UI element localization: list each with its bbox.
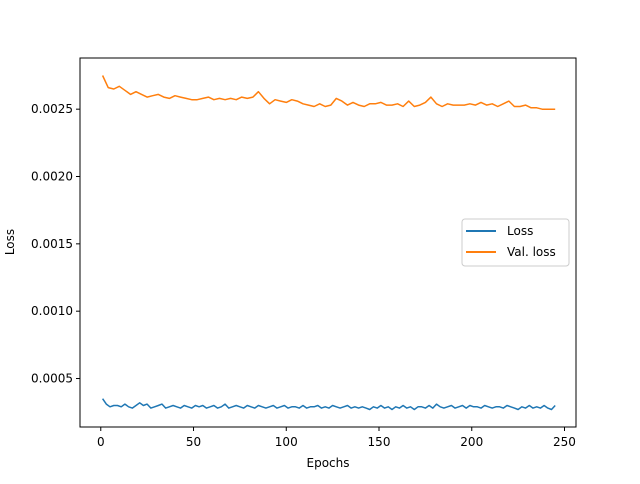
x-tick-label: 0: [97, 435, 105, 449]
x-tick-label: 200: [460, 435, 483, 449]
y-tick-label: 0.0020: [31, 170, 73, 184]
plot-frame: [79, 57, 577, 428]
series-line-val-loss: [101, 75, 556, 110]
y-axis-label: Loss: [3, 229, 17, 255]
x-tick-label: 150: [368, 435, 391, 449]
y-tick-label: 0.0005: [31, 372, 73, 386]
legend-label-val-loss: Val. loss: [507, 245, 556, 259]
y-tick-label: 0.0010: [31, 304, 73, 318]
x-tick-label: 50: [186, 435, 201, 449]
x-tick-label: 250: [553, 435, 576, 449]
legend: Loss Val. loss: [461, 218, 570, 267]
x-axis: 0 50 100 150 200 250: [97, 427, 576, 449]
legend-label-loss: Loss: [507, 224, 533, 238]
y-tick-label: 0.0025: [31, 102, 73, 116]
plot-lines: [101, 75, 556, 411]
y-tick-label: 0.0015: [31, 237, 73, 251]
series-line-loss: [101, 398, 556, 411]
y-axis: 0.0005 0.0010 0.0015 0.0020 0.0025: [31, 102, 80, 386]
x-tick-label: 100: [275, 435, 298, 449]
x-axis-label: Epochs: [307, 456, 350, 470]
